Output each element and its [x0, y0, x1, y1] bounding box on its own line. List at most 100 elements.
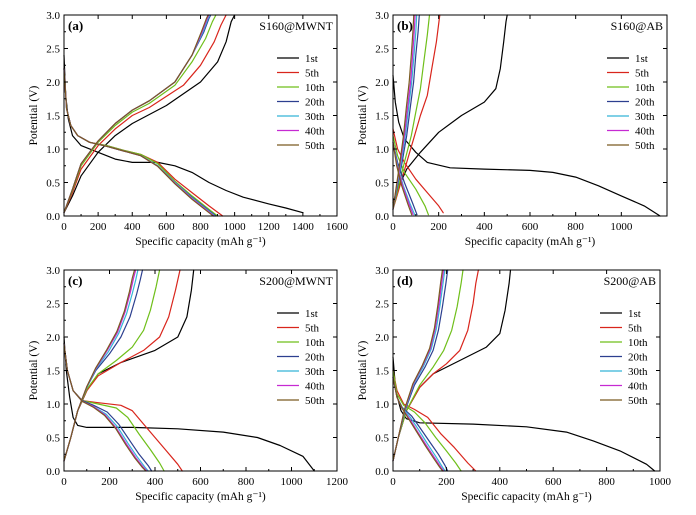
series-5th-charge-line — [392, 269, 479, 462]
y-tick-label: 2.5 — [46, 299, 60, 311]
y-tick-label: 2.5 — [375, 299, 389, 311]
series-20th-charge-line — [63, 14, 212, 214]
series-40th-discharge-line — [63, 67, 215, 217]
y-tick-label: 1.0 — [375, 144, 389, 156]
series-1st-discharge-line — [63, 336, 315, 472]
series-50th-discharge-line — [63, 343, 147, 472]
x-axis-label: Specific capacity (mAh g⁻¹) — [465, 236, 596, 248]
legend-label-50th: 50th — [635, 140, 655, 152]
series-5th-charge-line — [63, 14, 227, 214]
legend-label-30th: 30th — [305, 366, 325, 378]
y-tick-label: 2.0 — [375, 332, 389, 344]
legend-label-5th: 5th — [305, 68, 320, 80]
x-tick-label: 1000 — [649, 476, 672, 488]
series-50th-discharge-line — [63, 67, 214, 217]
series-20th-discharge-line — [63, 343, 153, 472]
x-tick-label: 200 — [438, 476, 455, 488]
panel-b: 0 200 400 600 800 1000 0.0 0.5 1.0 1.5 2.0 2.5 3.0 Sp… — [357, 10, 668, 248]
legend-label-50th: 50th — [628, 395, 648, 407]
legend-label-5th: 5th — [305, 323, 320, 335]
series-30th-charge-line — [63, 269, 139, 462]
y-axis-label: Potential (V) — [357, 340, 369, 400]
legend-label-50th: 50th — [305, 140, 325, 152]
legend-label-30th: 30th — [305, 111, 325, 123]
legend-label-30th: 30th — [628, 366, 648, 378]
series-5th-discharge-line — [63, 67, 224, 217]
panel-label: (c) — [68, 273, 82, 288]
y-tick-label: 2.0 — [46, 77, 60, 89]
legend-label-1st: 1st — [305, 53, 318, 65]
legend-label-1st: 1st — [305, 308, 318, 320]
series-5th-discharge-line — [392, 369, 477, 472]
y-tick-label: 0.0 — [375, 466, 389, 478]
sample-name: S160@MWNT — [259, 19, 333, 33]
y-tick-label: 3.0 — [375, 10, 389, 22]
x-tick-label: 800 — [192, 221, 209, 233]
sample-name: S200@MWNT — [259, 274, 333, 288]
legend-label-20th: 20th — [628, 352, 648, 364]
legend-label-40th: 40th — [628, 381, 648, 393]
x-tick-label: 200 — [430, 221, 447, 233]
series-50th-charge-line — [392, 14, 415, 210]
y-tick-label: 1.5 — [46, 366, 60, 378]
x-tick-label: 0 — [61, 221, 67, 233]
x-tick-label: 800 — [598, 476, 615, 488]
x-tick-label: 0 — [61, 476, 67, 488]
series-30th-discharge-line — [63, 67, 216, 217]
legend-label-20th: 20th — [305, 352, 325, 364]
y-tick-label: 1.0 — [375, 399, 389, 411]
y-tick-label: 0.0 — [46, 466, 60, 478]
series-1st-discharge-line — [392, 74, 661, 217]
x-tick-label: 1200 — [258, 221, 281, 233]
y-tick-label: 1.0 — [46, 399, 60, 411]
y-tick-label: 2.0 — [46, 332, 60, 344]
x-axis-label: Specific capacity (mAh g⁻¹) — [461, 491, 592, 503]
x-tick-label: 400 — [492, 476, 509, 488]
legend-label-5th: 5th — [635, 68, 650, 80]
series-50th-charge-line — [63, 269, 136, 462]
x-tick-label: 1000 — [281, 476, 304, 488]
series-10th-discharge-line — [392, 369, 462, 472]
legend-label-10th: 10th — [628, 337, 648, 349]
x-axis-label: Specific capacity (mAh g⁻¹) — [135, 236, 266, 248]
panel-d: 0 200 400 600 800 1000 0.0 0.5 1.0 1.5 2.0 2.5 3.0 Sp… — [357, 265, 672, 503]
y-tick-label: 3.0 — [46, 265, 60, 277]
y-tick-label: 2.0 — [375, 77, 389, 89]
series-50th-discharge-line — [392, 376, 444, 472]
y-tick-label: 2.5 — [375, 44, 389, 56]
x-tick-label: 600 — [192, 476, 209, 488]
series-10th-charge-line — [63, 14, 217, 214]
x-tick-label: 1000 — [224, 221, 247, 233]
y-tick-label: 1.0 — [46, 144, 60, 156]
legend-label-1st: 1st — [628, 308, 641, 320]
series-30th-charge-line — [392, 269, 446, 462]
series-5th-discharge-line — [63, 343, 183, 472]
legend-label-50th: 50th — [305, 395, 325, 407]
series-10th-charge-line — [63, 269, 161, 462]
y-axis-label: Potential (V) — [357, 85, 369, 145]
legend-label-10th: 10th — [305, 82, 325, 94]
y-tick-label: 0.0 — [375, 211, 389, 223]
x-tick-label: 800 — [238, 476, 255, 488]
y-tick-label: 1.5 — [375, 366, 389, 378]
x-tick-label: 1400 — [292, 221, 315, 233]
series-30th-discharge-line — [63, 343, 149, 472]
panel-a: 0 200 400 600 800 1000 1200 1400 1600 0.0 0.5 1.0 1.… — [28, 10, 349, 248]
series-1st-discharge-line — [392, 356, 656, 472]
x-tick-label: 400 — [476, 221, 493, 233]
x-tick-label: 1200 — [326, 476, 349, 488]
series-10th-charge-line — [392, 269, 464, 462]
sample-name: S160@AB — [611, 19, 663, 33]
x-tick-label: 800 — [567, 221, 584, 233]
x-tick-label: 1600 — [326, 221, 349, 233]
legend-label-40th: 40th — [635, 126, 655, 138]
legend-label-10th: 10th — [635, 82, 655, 94]
series-1st-charge-line — [392, 269, 512, 462]
legend-label-10th: 10th — [305, 337, 325, 349]
y-tick-label: 0.0 — [46, 211, 60, 223]
series-20th-charge-line — [392, 14, 420, 210]
series-1st-charge-line — [63, 14, 236, 214]
y-tick-label: 0.5 — [46, 433, 60, 445]
x-tick-label: 600 — [545, 476, 562, 488]
